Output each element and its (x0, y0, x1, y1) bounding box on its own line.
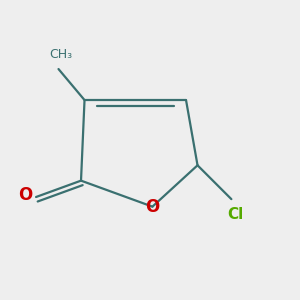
Text: O: O (145, 198, 160, 216)
Text: O: O (19, 186, 33, 204)
Text: Cl: Cl (227, 207, 243, 222)
Text: CH₃: CH₃ (49, 48, 72, 61)
